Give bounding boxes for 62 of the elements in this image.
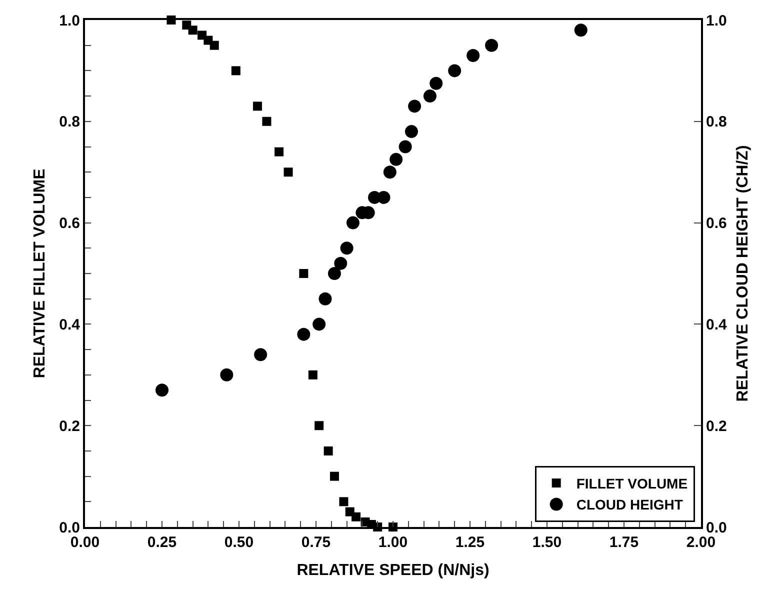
point (254, 348, 268, 362)
point (324, 446, 333, 456)
y2-tick-label: 0.8 (706, 114, 727, 131)
y-tick-label: 0.4 (59, 316, 81, 334)
x-tick-label: 0.75 (301, 534, 331, 551)
y-tick-label: 0.6 (59, 215, 80, 232)
point (318, 292, 332, 306)
point (308, 370, 318, 380)
point (284, 168, 293, 177)
x-tick-label: 1.50 (532, 534, 562, 551)
point (314, 421, 324, 430)
point (340, 242, 354, 255)
point (334, 256, 348, 270)
point (574, 24, 588, 37)
point (231, 66, 240, 76)
x-tick-label: 1.75 (609, 534, 639, 551)
point (390, 152, 403, 166)
x-tick-label: 1.00 (378, 534, 408, 551)
point (312, 318, 326, 331)
point (408, 100, 422, 113)
y-axis-title: RELATIVE FILLET VOLUME (32, 168, 49, 378)
y2-tick-label: 0.0 (706, 519, 727, 536)
x-tick-label: 0.25 (147, 534, 177, 551)
x-tick-label: 0.00 (70, 534, 100, 551)
point (339, 497, 348, 506)
point (398, 140, 412, 154)
point (383, 166, 396, 179)
point (430, 76, 443, 90)
point (466, 48, 480, 62)
y-tick-label: 0.2 (59, 418, 80, 435)
point (377, 190, 390, 204)
point (252, 102, 262, 111)
point (485, 38, 498, 52)
y-tick-label: 1.0 (59, 12, 80, 30)
y2-tick-label: 0.6 (706, 215, 727, 232)
point (297, 328, 310, 341)
point (328, 267, 341, 280)
y2-tick-label: 1.0 (706, 12, 727, 30)
point (262, 116, 272, 126)
x-axis-title: RELATIVE SPEED (N/Njs) (296, 562, 490, 580)
point (330, 472, 339, 481)
y2-tick-label: 0.2 (706, 418, 727, 435)
point (156, 384, 168, 397)
y2-tick-label: 0.4 (706, 316, 728, 334)
point (210, 40, 219, 50)
point (352, 512, 361, 522)
x-tick-label: 2.00 (686, 534, 716, 551)
point (404, 125, 418, 138)
point (274, 147, 284, 156)
point (220, 368, 234, 382)
legend-label: FILLET VOLUME (576, 475, 688, 492)
y-tick-label: 0.8 (59, 114, 80, 131)
y-tick-label: 0.0 (59, 519, 80, 536)
legend-label: CLOUD HEIGHT (576, 496, 684, 513)
x-tick-label: 1.25 (455, 534, 485, 551)
y2-axis-title: RELATIVE CLOUD HEIGHT (CH/Z) (734, 145, 752, 402)
point (448, 64, 462, 78)
point (423, 90, 436, 103)
point (299, 269, 308, 278)
point (346, 216, 360, 230)
point (188, 26, 198, 35)
x-tick-label: 0.50 (224, 534, 254, 551)
